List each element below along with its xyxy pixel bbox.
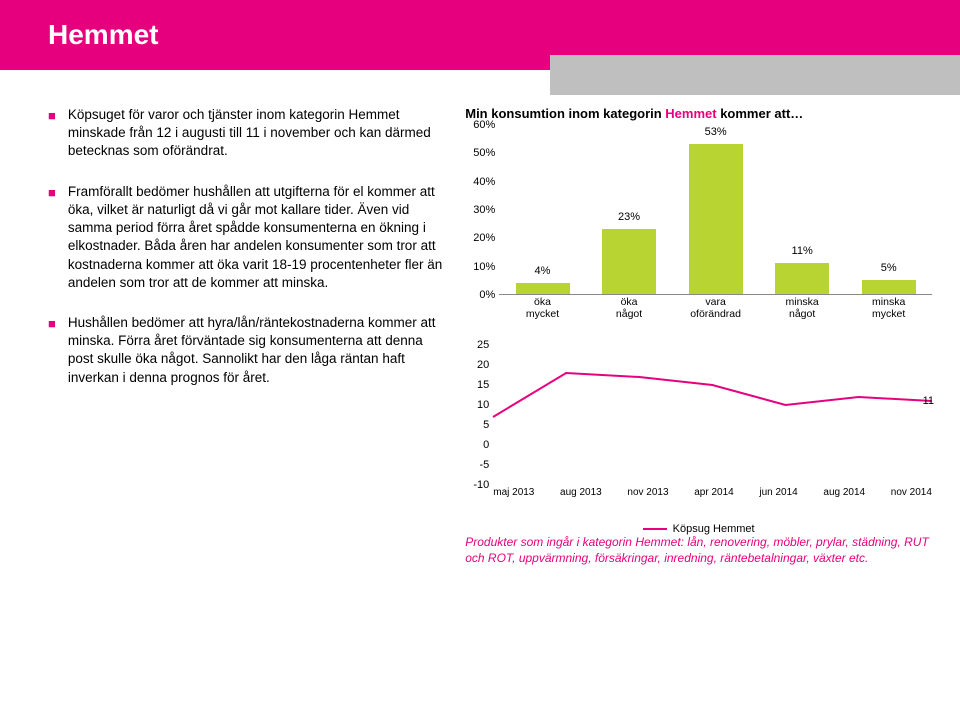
page-title: Hemmet — [48, 19, 158, 51]
trend-line — [493, 373, 932, 417]
bar-rect — [862, 280, 916, 294]
bar-value-label: 4% — [516, 265, 570, 277]
line-y-tick: 20 — [477, 359, 489, 371]
bar-value-label: 5% — [862, 262, 916, 274]
bar-x-labels: ökamycket ökanågot varaoförändrad minskanåg… — [499, 297, 932, 320]
bullet-icon: ■ — [48, 107, 56, 161]
bar-plot-area: 4% 23% 53% 11% 5% — [499, 125, 932, 295]
line-chart: -10-50510152025 11 maj 2013aug 2013nov 2… — [465, 345, 932, 520]
bar-y-tick: 40% — [473, 176, 495, 188]
bar-x-label: varaoförändrad — [689, 297, 743, 320]
bar-rect — [516, 283, 570, 294]
bar-y-tick: 60% — [473, 119, 495, 131]
bullets-column: ■ Köpsuget för varor och tjänster inom k… — [48, 106, 445, 566]
line-x-label: nov 2014 — [891, 487, 932, 498]
line-x-label: maj 2013 — [493, 487, 534, 498]
bullet-icon: ■ — [48, 184, 56, 292]
bar-rect — [602, 229, 656, 294]
bar: 4% — [516, 283, 570, 294]
bar: 23% — [602, 229, 656, 294]
legend-label: Köpsug Hemmet — [673, 523, 755, 535]
bullet-item: ■ Framförallt bedömer hushållen att utgi… — [48, 183, 445, 292]
bar-value-label: 11% — [775, 245, 829, 257]
title-accent: Hemmet — [665, 106, 716, 121]
title-post: kommer att… — [717, 106, 804, 121]
bar-y-tick: 50% — [473, 147, 495, 159]
line-plot-area: 11 — [493, 345, 932, 485]
bar-x-label: ökamycket — [516, 297, 570, 320]
bullet-text: Framförallt bedömer hushållen att utgift… — [68, 183, 445, 292]
bullet-item: ■ Hushållen bedömer att hyra/lån/ränteko… — [48, 314, 445, 387]
footnote: Produkter som ingår i kategorin Hemmet: … — [465, 534, 932, 566]
bullet-item: ■ Köpsuget för varor och tjänster inom k… — [48, 106, 445, 161]
line-y-tick: 25 — [477, 339, 489, 351]
bullet-text: Köpsuget för varor och tjänster inom kat… — [68, 106, 445, 161]
bar: 53% — [689, 144, 743, 294]
charts-column: Min konsumtion inom kategorin Hemmet kom… — [465, 106, 932, 566]
bullet-icon: ■ — [48, 315, 56, 387]
line-y-tick: 10 — [477, 399, 489, 411]
line-y-axis: -10-50510152025 — [465, 345, 493, 485]
line-x-label: nov 2013 — [627, 487, 668, 498]
bar-x-label: minskamycket — [862, 297, 916, 320]
line-y-tick: 15 — [477, 379, 489, 391]
bar-chart: 0%10%20%30%40%50%60% 4%23%53%11%5% ökamy… — [465, 125, 932, 315]
line-end-label: 11 — [923, 395, 934, 407]
bar-y-tick: 30% — [473, 204, 495, 216]
content: ■ Köpsuget för varor och tjänster inom k… — [0, 70, 960, 576]
legend-line-icon — [643, 528, 667, 530]
bar-x-label: ökanågot — [602, 297, 656, 320]
line-legend: Köpsug Hemmet — [465, 523, 932, 535]
line-y-tick: -5 — [479, 459, 489, 471]
bullet-text: Hushållen bedömer att hyra/lån/räntekost… — [68, 314, 445, 387]
bar-y-tick: 20% — [473, 232, 495, 244]
bar-value-label: 53% — [689, 126, 743, 138]
bar-rect — [775, 263, 829, 294]
bar-y-tick: 10% — [473, 261, 495, 273]
line-y-tick: 0 — [483, 439, 489, 451]
line-x-labels: maj 2013 aug 2013 nov 2013 apr 2014 jun 2014… — [493, 487, 932, 498]
line-x-label: aug 2014 — [823, 487, 865, 498]
bar-chart-title: Min konsumtion inom kategorin Hemmet kom… — [465, 106, 932, 121]
bar: 5% — [862, 280, 916, 294]
line-x-label: aug 2013 — [560, 487, 602, 498]
bar-y-axis: 0%10%20%30%40%50%60% — [465, 125, 499, 295]
bar-x-label: minskanågot — [775, 297, 829, 320]
gray-decor-box — [550, 55, 960, 95]
bar-y-tick: 0% — [479, 289, 495, 301]
line-x-label: apr 2014 — [694, 487, 733, 498]
line-x-label: jun 2014 — [759, 487, 797, 498]
line-y-tick: -10 — [473, 479, 489, 491]
bar: 11% — [775, 263, 829, 294]
bar-rect — [689, 144, 743, 294]
line-y-tick: 5 — [483, 419, 489, 431]
title-pre: Min konsumtion inom kategorin — [465, 106, 665, 121]
bar-value-label: 23% — [602, 211, 656, 223]
